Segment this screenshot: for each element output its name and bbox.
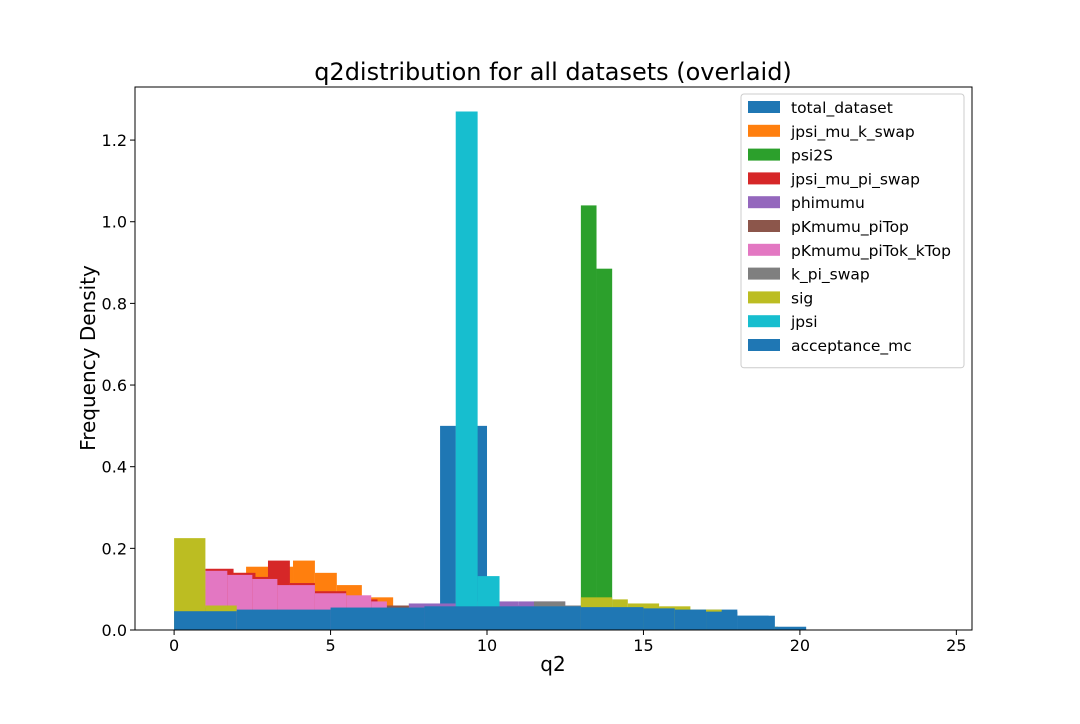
- chart-title: q2distribution for all datasets (overlai…: [314, 58, 792, 86]
- bar-acceptance_mc-4: [580, 607, 644, 630]
- legend-label-pKmumu_piTop: pKmumu_piTop: [791, 218, 909, 237]
- y-axis-label: Frequency Density: [76, 265, 100, 451]
- bar-acceptance_mc-3: [424, 606, 581, 630]
- bar-acceptance_mc-7: [706, 611, 738, 630]
- bar-acceptance_mc-9: [774, 626, 807, 630]
- y-tick-label: 0.2: [102, 539, 127, 558]
- legend-swatch-psi2S: [748, 148, 780, 161]
- y-tick-label: 0.4: [102, 458, 127, 477]
- x-tick-label: 15: [633, 636, 653, 655]
- legend-label-jpsi: jpsi: [790, 313, 818, 331]
- x-axis: 0 5 10 15 20 25: [169, 630, 967, 655]
- bar-jpsi-0: [455, 111, 478, 631]
- y-tick-label: 0.8: [102, 294, 127, 313]
- legend-label-jpsi_mu_pi_swap: jpsi_mu_pi_swap: [790, 170, 920, 189]
- bar-acceptance_mc-1: [236, 609, 331, 630]
- legend-label-jpsi_mu_k_swap: jpsi_mu_k_swap: [790, 123, 915, 142]
- x-tick-label: 0: [169, 636, 179, 655]
- histogram-bars: [174, 111, 807, 631]
- x-tick-label: 10: [477, 636, 497, 655]
- x-axis-label: q2: [540, 652, 565, 676]
- legend-swatch-phimumu: [748, 196, 780, 209]
- legend-swatch-acceptance_mc: [748, 339, 780, 351]
- bar-psi2S-0: [580, 205, 597, 630]
- y-axis: 0.0 0.2 0.4 0.6 0.8 1.0 1.2: [102, 131, 135, 640]
- legend-swatch-jpsi: [748, 315, 780, 328]
- legend-swatch-pKmumu_piTop: [748, 220, 780, 232]
- bar-psi2S-1: [596, 268, 613, 630]
- legend-swatch-jpsi_mu_pi_swap: [748, 172, 780, 185]
- legend-swatch-jpsi_mu_k_swap: [748, 124, 780, 137]
- legend-label-phimumu: phimumu: [791, 194, 865, 212]
- bar-acceptance_mc-5: [643, 608, 675, 630]
- bar-total_dataset-2: [440, 425, 456, 630]
- x-tick-label: 25: [946, 636, 966, 655]
- legend-swatch-sig: [748, 291, 780, 304]
- legend-swatch-pKmumu_piTok_kTop: [748, 243, 780, 256]
- bar-acceptance_mc-8: [737, 615, 775, 630]
- legend-label-psi2S: psi2S: [791, 147, 833, 165]
- y-tick-label: 1.2: [102, 131, 127, 150]
- legend-label-total_dataset: total_dataset: [791, 99, 893, 118]
- y-tick-label: 0.0: [102, 621, 127, 640]
- y-tick-label: 1.0: [102, 213, 127, 232]
- legend-label-sig: sig: [791, 289, 813, 307]
- bar-acceptance_mc-2: [330, 607, 425, 630]
- bar-acceptance_mc-0: [174, 611, 237, 630]
- legend-label-acceptance_mc: acceptance_mc: [791, 337, 912, 356]
- legend-label-k_pi_swap: k_pi_swap: [791, 266, 870, 285]
- legend: total_dataset jpsi_mu_k_swap psi2S jpsi_mu_…: [740, 93, 965, 369]
- legend-frame: [740, 93, 965, 369]
- bar-acceptance_mc-6: [674, 609, 707, 630]
- legend-swatch-k_pi_swap: [748, 267, 780, 280]
- x-tick-label: 5: [325, 636, 335, 655]
- plot-frame: [134, 86, 973, 631]
- legend-swatch-total_dataset: [748, 101, 780, 113]
- x-tick-label: 20: [790, 636, 810, 655]
- y-tick-label: 0.6: [102, 376, 127, 395]
- legend-label-pKmumu_piTok_kTop: pKmumu_piTok_kTop: [791, 242, 951, 261]
